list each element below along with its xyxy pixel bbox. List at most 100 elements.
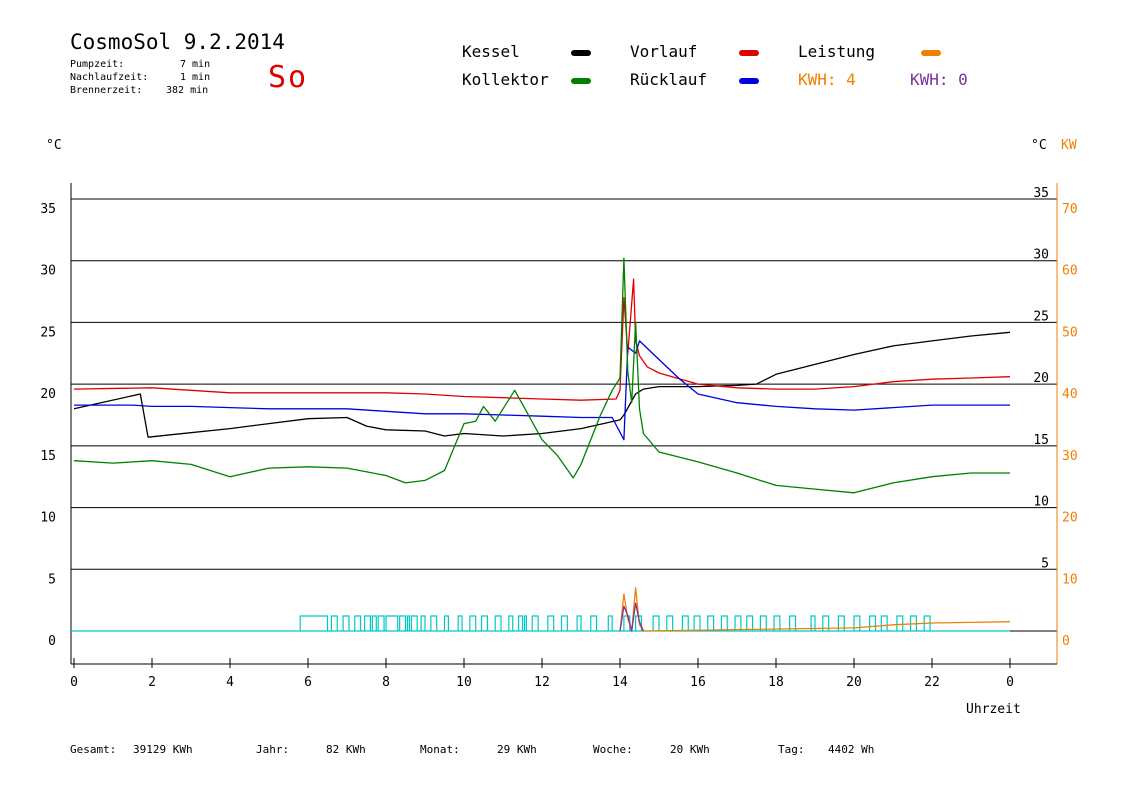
series-line-kollektor — [73, 257, 1010, 494]
pump-pulse — [789, 615, 797, 631]
pump-pulse — [342, 615, 350, 631]
y-tick-kw-label: 70 — [1062, 202, 1078, 217]
x-tick-label: 22 — [924, 675, 940, 690]
y-tick-left-label: 20 — [40, 387, 56, 402]
y-tick-kw-label: 40 — [1062, 387, 1078, 402]
x-tick-label: 14 — [612, 675, 628, 690]
pump-pulse — [707, 615, 715, 631]
y-tick-left-label: 35 — [40, 202, 56, 217]
legend-kessel-label: Kessel — [462, 42, 520, 61]
legend-kessel-swatch — [571, 50, 591, 56]
pump-pulse — [385, 615, 399, 631]
pump-pulse — [523, 615, 528, 631]
pump-pulse — [693, 615, 701, 631]
right-axis-unit: °C — [1031, 138, 1047, 153]
pump-pulse — [853, 615, 861, 631]
series-line-rcklauf — [74, 340, 1010, 441]
pump-pulse — [330, 615, 338, 631]
pump-pulse — [837, 615, 845, 631]
x-tick-label: 2 — [148, 675, 156, 690]
y-tick-right-label: 20 — [1033, 371, 1049, 386]
legend-kollektor-label: Kollektor — [462, 70, 549, 89]
x-tick-label: 4 — [226, 675, 234, 690]
pump-pulse — [773, 615, 781, 631]
legend-kwh-purple: KWH: 0 — [910, 70, 968, 89]
pump-pulse — [759, 615, 767, 631]
legend-vorlauf-label: Vorlauf — [630, 42, 698, 61]
x-axis-label: Uhrzeit — [966, 702, 1021, 717]
legend-kwh-orange: KWH: 4 — [798, 70, 856, 89]
y-tick-left-label: 15 — [40, 449, 56, 464]
y-tick-kw-label: 50 — [1062, 325, 1078, 340]
weekday-label: So — [268, 60, 309, 95]
pump-pulse — [746, 615, 754, 631]
stat-brennerzeit-label: Brennerzeit: — [70, 85, 143, 96]
pump-pulse — [430, 615, 438, 631]
stat-brennerzeit-value: 382 min — [166, 85, 209, 96]
series-line-kessel — [73, 331, 1011, 438]
x-tick-label: 18 — [768, 675, 784, 690]
pump-pulse — [720, 615, 728, 631]
pump-pulse — [363, 615, 371, 631]
series-line-kwh — [619, 602, 644, 632]
y-tick-kw-label: 20 — [1062, 511, 1078, 526]
pump-pulse — [576, 615, 582, 631]
x-tick-label: 0 — [1006, 675, 1014, 690]
y-tick-kw-label: 0 — [1062, 634, 1070, 649]
pump-pulse — [410, 615, 418, 631]
pump-pulse — [494, 615, 502, 631]
pump-pulse — [681, 615, 689, 631]
footer-jahr-value: 82 KWh — [326, 743, 366, 756]
pump-pulse — [868, 615, 877, 631]
pump-pulse — [377, 615, 385, 631]
pump-pulse — [480, 615, 488, 631]
pump-pulse — [880, 615, 888, 631]
y-tick-kw-label: 30 — [1062, 449, 1078, 464]
x-tick-label: 16 — [690, 675, 706, 690]
legend-kollektor-swatch — [571, 78, 591, 84]
y-tick-kw-label: 10 — [1062, 572, 1078, 587]
pump-pulse — [734, 615, 742, 631]
y-tick-left-label: 25 — [40, 325, 56, 340]
legend-leistung-swatch — [921, 50, 941, 56]
stat-nachlaufzeit-label: Nachlaufzeit: — [70, 72, 149, 83]
footer-monat-label: Monat: — [420, 743, 460, 756]
pump-pulse — [517, 615, 524, 631]
pump-pulse — [443, 615, 449, 631]
pump-pulse — [406, 615, 410, 631]
legend-ruecklauf-label: Rücklauf — [630, 70, 708, 89]
footer-gesamt-value: 39129 KWh — [133, 743, 193, 756]
y-tick-right-label: 5 — [1041, 556, 1049, 571]
pump-pulse — [457, 615, 463, 631]
y-tick-left-label: 0 — [48, 634, 56, 649]
stat-pumpzeit-value: 7 min — [180, 59, 211, 70]
pump-pulse — [896, 615, 904, 631]
legend-ruecklauf-swatch — [739, 78, 759, 84]
pump-pulse — [607, 615, 613, 631]
x-tick-label: 12 — [534, 675, 550, 690]
x-tick-label: 6 — [304, 675, 312, 690]
y-tick-right-label: 35 — [1033, 186, 1049, 201]
stat-nachlaufzeit-value: 1 min — [180, 72, 211, 83]
legend-vorlauf-swatch — [739, 50, 759, 56]
stat-pumpzeit-label: Pumpzeit: — [70, 59, 125, 70]
pump-pulse — [652, 615, 660, 631]
pump-pulse — [531, 615, 539, 631]
y-tick-left-label: 10 — [40, 511, 56, 526]
footer-jahr-label: Jahr: — [256, 743, 290, 756]
pump-pulse — [354, 615, 362, 631]
pump-pulse — [590, 615, 598, 631]
y-tick-right-label: 25 — [1033, 309, 1049, 324]
y-tick-right-label: 30 — [1033, 248, 1049, 263]
pump-pulse — [666, 615, 674, 631]
y-tick-right-label: 10 — [1033, 495, 1049, 510]
x-tick-label: 8 — [382, 675, 390, 690]
x-tick-label: 20 — [846, 675, 862, 690]
footer-tag-label: Tag: — [778, 743, 805, 756]
x-tick-label: 10 — [456, 675, 472, 690]
pump-pulse — [810, 615, 816, 631]
y-tick-left-label: 5 — [48, 572, 56, 587]
footer-tag-value: 4402 Wh — [828, 743, 875, 756]
y-tick-right-label: 15 — [1033, 433, 1049, 448]
